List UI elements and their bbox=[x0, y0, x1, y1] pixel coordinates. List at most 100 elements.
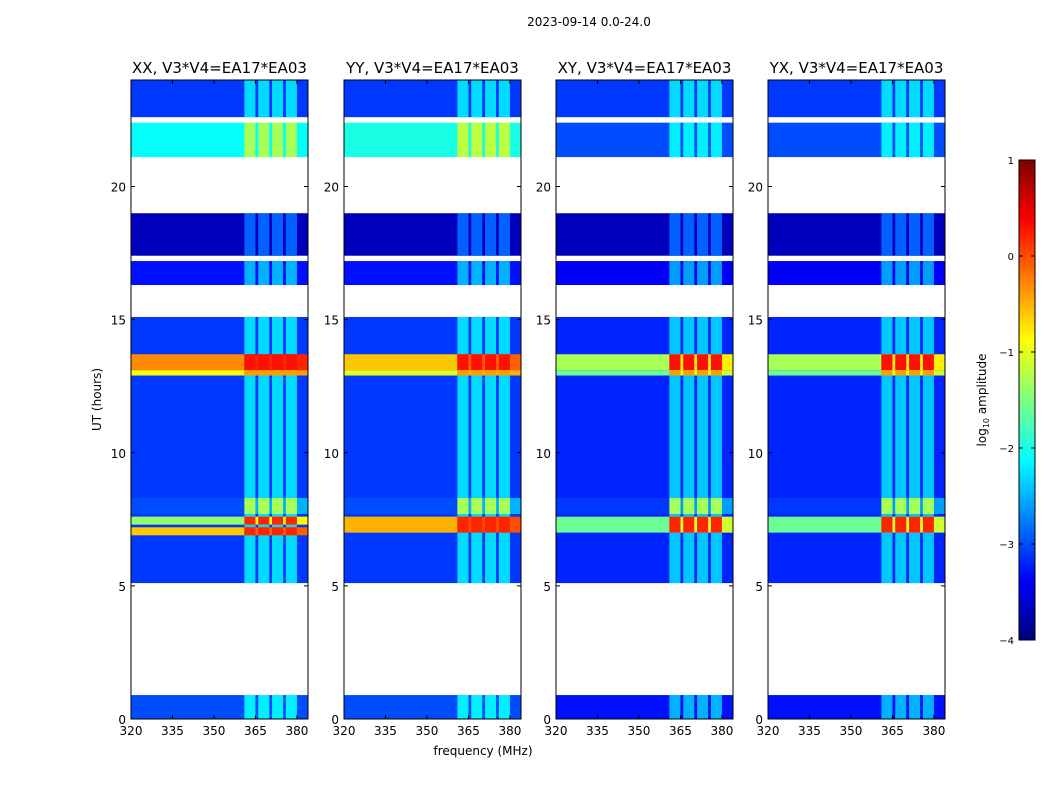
strong-cell bbox=[683, 516, 695, 533]
channel-column bbox=[669, 261, 681, 286]
x-tick-label: 380 bbox=[285, 724, 308, 738]
strong-row bbox=[768, 498, 882, 514]
strong-cell bbox=[285, 527, 297, 536]
strong-cell bbox=[498, 516, 510, 533]
strong-cell bbox=[457, 516, 469, 533]
strong-cell bbox=[697, 370, 709, 376]
strong-cell bbox=[683, 370, 695, 376]
channel-column bbox=[669, 316, 681, 584]
strong-cell bbox=[697, 498, 709, 514]
x-tick-label: 320 bbox=[545, 724, 568, 738]
channel-column bbox=[922, 316, 934, 584]
channel-column bbox=[909, 261, 921, 286]
channel-column bbox=[471, 80, 483, 118]
x-tick-label: 350 bbox=[840, 724, 863, 738]
y-tick-label: 20 bbox=[111, 181, 126, 195]
channel-column bbox=[881, 213, 893, 256]
strong-cell bbox=[895, 370, 907, 376]
x-tick-label: 335 bbox=[161, 724, 184, 738]
strong-cell bbox=[669, 354, 681, 371]
colorbar-frame bbox=[1018, 159, 1036, 641]
y-tick-label: 0 bbox=[331, 713, 339, 727]
channel-column bbox=[244, 213, 256, 256]
strong-row bbox=[344, 354, 458, 371]
y-tick-label: 20 bbox=[324, 181, 339, 195]
y-tick-label: 20 bbox=[536, 181, 551, 195]
y-tick-label: 10 bbox=[324, 447, 339, 461]
strong-row bbox=[768, 354, 882, 371]
channel-column bbox=[485, 695, 497, 719]
strong-cell bbox=[498, 370, 510, 376]
channel-column bbox=[471, 316, 483, 584]
channel-column bbox=[471, 695, 483, 719]
strong-cell bbox=[471, 370, 483, 376]
data-gap bbox=[131, 117, 308, 123]
channel-column bbox=[258, 695, 270, 719]
plot-frame bbox=[130, 79, 309, 720]
strong-cell bbox=[258, 498, 270, 514]
channel-column bbox=[683, 316, 695, 584]
channel-column bbox=[669, 122, 681, 158]
strong-cell bbox=[881, 354, 893, 371]
channel-column bbox=[697, 261, 709, 286]
x-axis-label: frequency (MHz) bbox=[433, 744, 532, 758]
channel-column bbox=[895, 213, 907, 256]
channel-column bbox=[457, 80, 469, 118]
panel-title: YY, V3*V4=EA17*EA03 bbox=[345, 59, 519, 77]
heatmap-panel: 320 335 350 365 380 0 5 10 15 20 YY, V3*V4=EA17*EA… bbox=[324, 59, 533, 758]
channel-column bbox=[669, 80, 681, 118]
strong-cell bbox=[498, 498, 510, 514]
strong-cell bbox=[272, 370, 284, 376]
strong-cell bbox=[485, 370, 497, 376]
channel-column bbox=[710, 316, 722, 584]
channel-column bbox=[485, 122, 497, 158]
channel-column bbox=[498, 261, 510, 286]
strong-cell bbox=[669, 370, 681, 376]
data-gap bbox=[131, 157, 308, 214]
panels: 320 335 350 365 380 0 5 10 15 20 XX, V3*V4=EA17*EA… bbox=[90, 59, 946, 758]
strong-cell bbox=[272, 354, 284, 371]
channel-column bbox=[683, 261, 695, 286]
strong-cell bbox=[244, 498, 256, 514]
channel-column bbox=[258, 213, 270, 256]
channel-column bbox=[895, 261, 907, 286]
channel-column bbox=[697, 695, 709, 719]
channel-column bbox=[272, 695, 284, 719]
x-tick-label: 320 bbox=[120, 724, 143, 738]
channel-column bbox=[922, 122, 934, 158]
channel-column bbox=[258, 316, 270, 584]
plot-area bbox=[344, 80, 521, 719]
channel-column bbox=[683, 122, 695, 158]
strong-cell bbox=[697, 354, 709, 371]
channel-column bbox=[909, 213, 921, 256]
strong-row bbox=[344, 370, 458, 376]
channel-column bbox=[922, 261, 934, 286]
plot-area bbox=[131, 80, 308, 719]
strong-cell bbox=[669, 498, 681, 514]
data-gap bbox=[344, 157, 521, 214]
strong-row bbox=[768, 370, 882, 376]
colorbar-tick-label: 1 bbox=[1008, 156, 1014, 167]
channel-column bbox=[244, 122, 256, 158]
strong-cell bbox=[710, 516, 722, 533]
channel-column bbox=[498, 316, 510, 584]
channel-column bbox=[909, 122, 921, 158]
y-tick-label: 0 bbox=[543, 713, 551, 727]
channel-column bbox=[909, 695, 921, 719]
channel-column bbox=[710, 695, 722, 719]
channel-column bbox=[683, 695, 695, 719]
plot-area bbox=[556, 80, 733, 719]
x-tick-label: 365 bbox=[881, 724, 904, 738]
channel-column bbox=[244, 261, 256, 286]
channel-column bbox=[471, 122, 483, 158]
x-tick-label: 335 bbox=[374, 724, 397, 738]
channel-column bbox=[285, 695, 297, 719]
y-tick-label: 5 bbox=[331, 580, 339, 594]
strong-cell bbox=[895, 498, 907, 514]
channel-column bbox=[683, 213, 695, 256]
channel-column bbox=[498, 122, 510, 158]
strong-cell bbox=[697, 516, 709, 533]
strong-cell bbox=[909, 354, 921, 371]
strong-cell bbox=[881, 370, 893, 376]
strong-cell bbox=[244, 370, 256, 376]
